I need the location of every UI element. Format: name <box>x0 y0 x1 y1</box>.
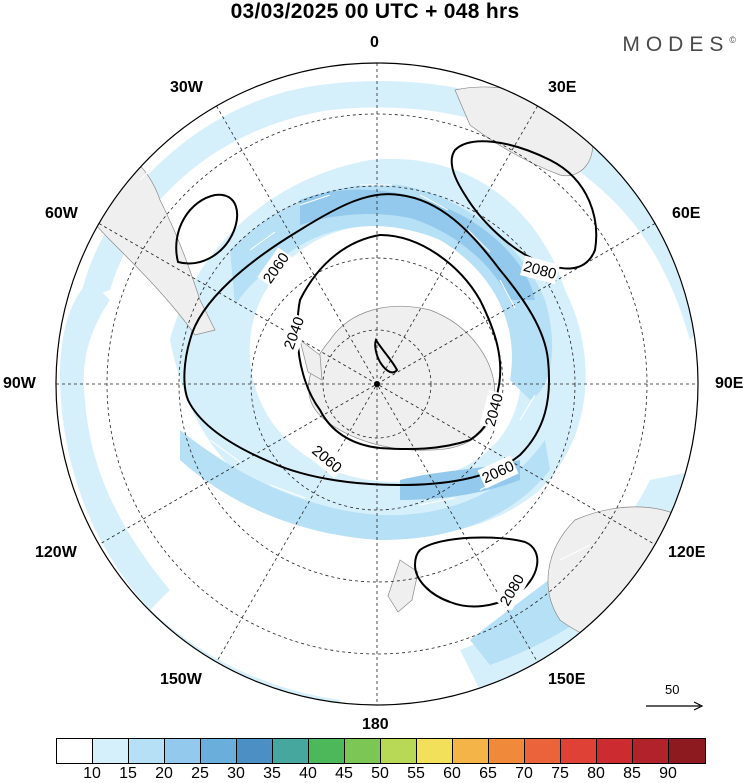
lon-label-90w: 90W <box>3 375 36 392</box>
map-disk <box>56 63 698 705</box>
lon-label-90e: 90E <box>715 375 744 392</box>
lon-label-60w: 60W <box>45 205 78 222</box>
colorbar-tick-label: 40 <box>299 765 317 782</box>
colorbar-tick-label: 15 <box>119 765 137 782</box>
colorbar-tick-label: 25 <box>191 765 209 782</box>
colorbar-tick-label: 30 <box>227 765 245 782</box>
contour-high-sw <box>175 193 239 265</box>
brand-logo: MODES© <box>622 33 736 57</box>
colorbar-tick-label: 90 <box>659 765 677 782</box>
reference-vector-label: 50 <box>665 682 680 697</box>
colorbar-tick-label: 65 <box>479 765 497 782</box>
lon-label-120e: 120E <box>668 544 706 561</box>
lon-label-0: 0 <box>370 34 379 51</box>
colorbar-swatch <box>345 739 381 763</box>
colorbar-swatch <box>93 739 129 763</box>
colorbar-swatch <box>633 739 669 763</box>
colorbar-swatch <box>237 739 273 763</box>
lon-label-180: 180 <box>362 716 389 733</box>
colorbar-swatch <box>525 739 561 763</box>
colorbar-tick-label: 45 <box>335 765 353 782</box>
contour-2080-ne <box>450 140 598 270</box>
colorbar-swatch <box>417 739 453 763</box>
colorbar <box>56 738 706 764</box>
lon-label-60e: 60E <box>672 205 701 222</box>
contour-2060-outer <box>183 193 551 487</box>
map-title: 03/03/2025 00 UTC + 048 hrs <box>230 0 520 23</box>
colorbar-swatch <box>381 739 417 763</box>
colorbar-tick-label: 80 <box>587 765 605 782</box>
contour-small-pole <box>374 337 399 374</box>
colorbar-tick-label: 10 <box>83 765 101 782</box>
contour-2040 <box>296 233 502 451</box>
colorbar-tick-label: 85 <box>623 765 641 782</box>
colorbar-tick-label: 55 <box>407 765 425 782</box>
arrow-right-icon <box>646 701 704 711</box>
copyright-mark: © <box>729 35 736 45</box>
colorbar-swatch <box>597 739 633 763</box>
colorbar-tick-label: 70 <box>515 765 533 782</box>
lon-label-150w: 150W <box>160 671 202 688</box>
colorbar-swatch <box>669 739 705 763</box>
colorbar-swatch <box>165 739 201 763</box>
colorbar-swatch <box>129 739 165 763</box>
colorbar-swatch <box>57 739 93 763</box>
lon-label-30e: 30E <box>548 79 577 96</box>
lon-label-30w: 30W <box>170 79 203 96</box>
colorbar-swatch <box>561 739 597 763</box>
colorbar-tick-label: 20 <box>155 765 173 782</box>
map-border <box>55 62 699 706</box>
colorbar-swatch <box>489 739 525 763</box>
colorbar-swatch <box>273 739 309 763</box>
antarctic-peninsula <box>299 339 323 381</box>
colorbar-tick-label: 35 <box>263 765 281 782</box>
lon-label-150e: 150E <box>548 671 586 688</box>
lon-label-120w: 120W <box>35 544 77 561</box>
colorbar-tick-label: 50 <box>371 765 389 782</box>
colorbar-swatch <box>201 739 237 763</box>
polar-map: 2060 2040 2080 2040 2060 2060 2080 <box>55 62 699 706</box>
graticule <box>56 63 698 705</box>
colorbar-tick-label: 60 <box>443 765 461 782</box>
brand-name: MODES <box>622 33 730 56</box>
colorbar-tick-label: 75 <box>551 765 569 782</box>
colorbar-swatch <box>309 739 345 763</box>
colorbar-swatch <box>453 739 489 763</box>
dot-icon <box>374 381 380 387</box>
